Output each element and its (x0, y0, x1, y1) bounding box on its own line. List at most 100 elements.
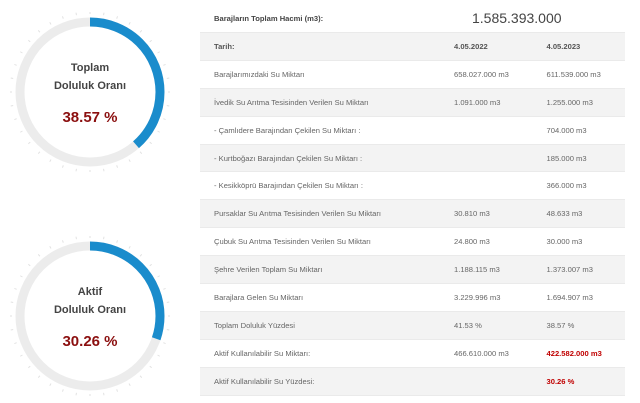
gauge-tick (37, 254, 41, 257)
row-value-2022: 1.188.115 m3 (440, 255, 533, 285)
gauge-tick (37, 30, 41, 33)
gauge-tick (128, 22, 131, 25)
gauge-tick (128, 383, 131, 386)
gauge-tick (61, 16, 64, 19)
table-row: Çubuk Su Arıtma Tesisinden Verilen Su Mi… (200, 227, 625, 257)
gauge-tick (14, 63, 17, 66)
gauge-tick (20, 275, 23, 278)
row-value-2022 (440, 367, 533, 396)
total-fill-ring (10, 12, 170, 172)
row-value-2023: 1.373.007 m3 (532, 255, 625, 285)
gauge-title-line2: Doluluk Oranı (53, 79, 127, 92)
gauge-progress-arc (15, 17, 165, 167)
row-value-2023: 185.000 m3 (532, 144, 625, 173)
gauge-tick (116, 16, 119, 19)
gauge-title-line1: Toplam (70, 61, 110, 74)
gauge-tick (37, 151, 41, 154)
gauge-tick (49, 159, 52, 162)
row-value-2022: 41.53 % (440, 311, 533, 340)
gauge-tick (61, 389, 64, 392)
row-label: Şehre Verilen Toplam Su Miktarı (200, 255, 440, 285)
gauge-tick (20, 51, 23, 54)
row-value-2022: 466.610.000 m3 (440, 339, 533, 368)
row-value-2023: 30.26 % (532, 367, 625, 396)
gauge-tick (128, 246, 131, 249)
gauge-progress-arc (15, 241, 165, 391)
gauge-tick (163, 287, 166, 290)
gauge-tick (149, 263, 152, 267)
row-value-2022 (440, 116, 533, 145)
gauge-tick (149, 39, 152, 43)
gauge-tick (149, 141, 152, 145)
row-value-2023: 366.000 m3 (532, 171, 625, 201)
gauge-ticks (10, 236, 170, 396)
gauge-tick (37, 375, 41, 378)
gauge-ticks (10, 12, 170, 172)
table-row: Pursaklar Su Arıtma Tesisinden Verilen S… (200, 199, 625, 229)
table-row: Barajlara Gelen Su Miktarı 3.229.996 m3 1.… (200, 283, 625, 312)
row-value-2022 (440, 144, 533, 173)
gauge-percent: 30.26 % (62, 332, 118, 350)
row-value-2023: 704.000 m3 (532, 116, 625, 145)
gauge-tick (20, 130, 23, 133)
gauge-title-line1: Aktif (77, 285, 103, 298)
gauge-percent: 38.57 % (62, 108, 118, 126)
row-label: Pursaklar Su Arıtma Tesisinden Verilen S… (200, 199, 440, 229)
gauge-tick (28, 39, 31, 43)
table-row: Şehre Verilen Toplam Su Miktarı 1.188.115… (200, 255, 625, 285)
date-header-label: Tarih: (200, 32, 440, 61)
active-fill-gauge: Aktif Doluluk Oranı 30.26 % (10, 236, 170, 396)
gauge-tick (157, 51, 160, 54)
gauge-tick (163, 118, 166, 121)
gauge-tick (49, 22, 52, 25)
gauge-tick (128, 159, 131, 162)
row-value-2022: 30.810 m3 (440, 199, 533, 229)
row-label: Toplam Doluluk Yüzdesi (200, 311, 440, 340)
gauge-tick (139, 30, 143, 33)
row-value-2023: 611.539.000 m3 (532, 60, 625, 89)
row-value-2022 (440, 171, 533, 201)
row-label: - Kurtboğazı Barajından Çekilen Su Mikta… (200, 144, 440, 173)
row-value-2023: 48.633 m3 (532, 199, 625, 229)
row-label: İvedik Su Arıtma Tesisinden Verilen Su M… (200, 88, 440, 117)
table-row: Barajlarımızdaki Su Miktarı 658.027.000 m… (200, 60, 625, 89)
gauge-tick (14, 342, 17, 345)
row-label: - Çamlıdere Barajından Çekilen Su Miktar… (200, 116, 440, 145)
gauge-tick (28, 263, 31, 267)
gauge-tick (139, 151, 143, 154)
gauge-tick (14, 287, 17, 290)
row-value-2023: 30.000 m3 (532, 227, 625, 257)
row-value-2023: 38.57 % (532, 311, 625, 340)
table-row: Aktif Kullanılabilir Su Miktarı: 466.610.… (200, 339, 625, 368)
gauge-tick (61, 240, 64, 243)
total-volume-label: Barajların Toplam Hacmi (m3): (200, 4, 440, 33)
gauge-tick (139, 375, 143, 378)
row-value-2023: 422.582.000 m3 (532, 339, 625, 368)
gauge-tick (157, 354, 160, 357)
table-row: İvedik Su Arıtma Tesisinden Verilen Su M… (200, 88, 625, 117)
row-label: Aktif Kullanılabilir Su Miktarı: (200, 339, 440, 368)
row-label: Barajlara Gelen Su Miktarı (200, 283, 440, 312)
table-row: Toplam Doluluk Yüzdesi 41.53 % 38.57 % (200, 311, 625, 340)
dam-statistics-table: Barajların Toplam Hacmi (m3): 1.585.393.… (200, 4, 625, 396)
date-header-col1: 4.05.2022 (440, 32, 533, 61)
row-label: Çubuk Su Arıtma Tesisinden Verilen Su Mi… (200, 227, 440, 257)
gauge-tick (139, 254, 143, 257)
table-row: - Kesikköprü Barajından Çekilen Su Mikta… (200, 171, 625, 201)
gauge-tick (157, 275, 160, 278)
row-label: - Kesikköprü Barajından Çekilen Su Mikta… (200, 171, 440, 201)
row-value-2022: 658.027.000 m3 (440, 60, 533, 89)
gauge-tick (49, 246, 52, 249)
table-body: Barajlarımızdaki Su Miktarı 658.027.000 m… (200, 60, 625, 396)
active-fill-ring (10, 236, 170, 396)
row-value-2023: 1.694.907 m3 (532, 283, 625, 312)
row-label: Aktif Kullanılabilir Su Yüzdesi: (200, 367, 440, 396)
row-value-2023: 1.255.000 m3 (532, 88, 625, 117)
gauge-tick (61, 165, 64, 168)
gauge-tick (116, 165, 119, 168)
gauge-tick (116, 389, 119, 392)
date-header-row: Tarih: 4.05.2022 4.05.2023 (200, 32, 625, 61)
gauge-tick (28, 365, 31, 369)
row-value-2022: 1.091.000 m3 (440, 88, 533, 117)
gauge-tick (28, 141, 31, 145)
